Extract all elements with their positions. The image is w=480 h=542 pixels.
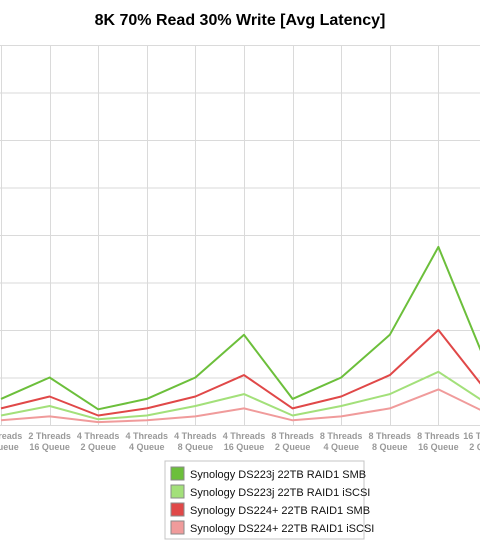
x-tick-label: 2 Threads 16 Queue <box>28 431 71 452</box>
legend-label: Synology DS223j 22TB RAID1 iSCSI <box>190 487 370 499</box>
legend-label: Synology DS224+ 22TB RAID1 iSCSI <box>190 523 374 535</box>
legend-label: Synology DS224+ 22TB RAID1 SMB <box>190 505 370 517</box>
legend-swatch <box>170 502 185 517</box>
x-tick-label: 4 Threads 8 Queue <box>174 431 217 452</box>
x-tick-label: 4 Threads 16 Queue <box>223 431 266 452</box>
legend-label: Synology DS223j 22TB RAID1 SMB <box>190 469 366 481</box>
x-tick-label: 8 Threads 8 Queue <box>369 431 412 452</box>
x-tick-label: 8 Threads 16 Queue <box>417 431 460 452</box>
plot-grid <box>0 45 480 426</box>
series-line <box>0 329 480 417</box>
x-tick-label: 8 Threads 4 Queue <box>320 431 363 452</box>
legend-swatch <box>170 520 185 535</box>
series-line <box>0 245 480 411</box>
x-tick-label: 4 Threads 4 Queue <box>126 431 169 452</box>
x-tick-label: 8 Threads 2 Queue <box>271 431 314 452</box>
series-lines <box>0 245 480 424</box>
legend-swatch <box>170 484 185 499</box>
x-tick-label: 4 Threads 2 Queue <box>77 431 120 452</box>
series-line <box>0 370 480 421</box>
legend-swatch <box>170 466 185 481</box>
legend: Synology DS223j 22TB RAID1 SMB Synology D… <box>164 460 374 540</box>
chart-title: 8K 70% Read 30% Write [Avg Latency] <box>95 12 386 29</box>
series-line <box>0 388 480 424</box>
